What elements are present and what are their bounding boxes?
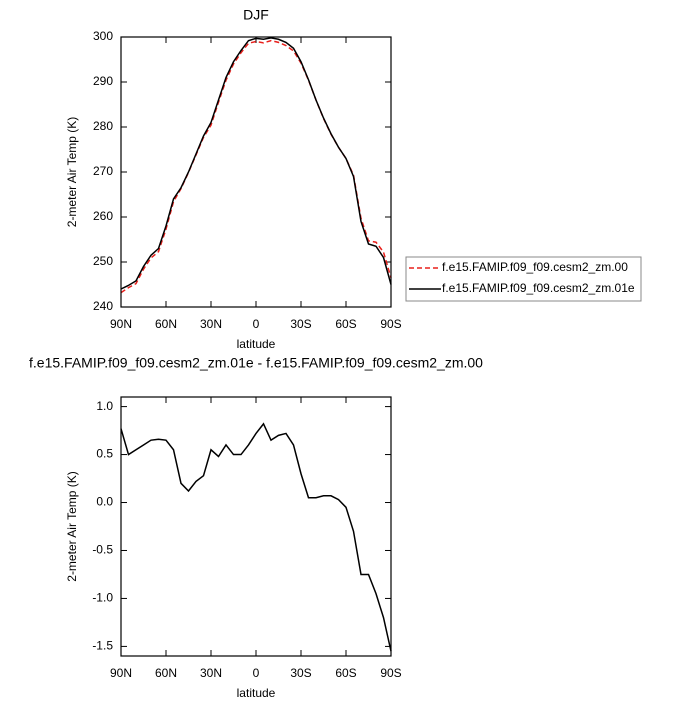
x-tick-label: 0 xyxy=(253,317,260,331)
x-tick-label: 90N xyxy=(110,317,132,331)
chart-title: DJF xyxy=(243,7,269,23)
legend-label: f.e15.FAMIP.f09_f09.cesm2_zm.00 xyxy=(442,260,628,274)
data-line xyxy=(120,422,392,652)
x-axis-label: latitude xyxy=(237,686,276,700)
y-tick-label: -0.5 xyxy=(92,543,113,557)
y-tick-label: 0.0 xyxy=(96,495,113,509)
chart-title: f.e15.FAMIP.f09_f09.cesm2_zm.01e - f.e15… xyxy=(29,355,483,371)
x-tick-label: 90S xyxy=(380,666,401,680)
y-tick-label: 270 xyxy=(93,164,113,178)
y-tick-label: 280 xyxy=(93,119,113,133)
y-tick-label: 300 xyxy=(93,29,113,43)
plot-frame xyxy=(120,36,392,308)
y-axis-label: 2-meter Air Temp (K) xyxy=(65,117,79,227)
data-line xyxy=(120,39,392,294)
y-tick-label: 0.5 xyxy=(96,447,113,461)
x-tick-label: 30N xyxy=(200,666,222,680)
x-tick-label: 60S xyxy=(335,317,356,331)
plot-frame xyxy=(120,396,392,657)
y-axis-label: 2-meter Air Temp (K) xyxy=(65,471,79,581)
x-tick-label: 60S xyxy=(335,666,356,680)
legend-box xyxy=(405,256,642,302)
x-tick-label: 0 xyxy=(253,666,260,680)
x-tick-label: 30S xyxy=(290,317,311,331)
x-tick-label: 60N xyxy=(155,666,177,680)
data-line xyxy=(120,37,392,290)
y-tick-label: 240 xyxy=(93,299,113,313)
x-tick-label: 30N xyxy=(200,317,222,331)
x-tick-label: 30S xyxy=(290,666,311,680)
y-tick-label: 260 xyxy=(93,209,113,223)
x-tick-label: 60N xyxy=(155,317,177,331)
x-axis-label: latitude xyxy=(237,337,276,351)
legend-label: f.e15.FAMIP.f09_f09.cesm2_zm.01e xyxy=(442,281,635,295)
y-tick-label: 1.0 xyxy=(96,399,113,413)
y-tick-label: -1.5 xyxy=(92,639,113,653)
y-tick-label: 250 xyxy=(93,254,113,268)
y-tick-label: -1.0 xyxy=(92,591,113,605)
y-tick-label: 290 xyxy=(93,74,113,88)
x-tick-label: 90S xyxy=(380,317,401,331)
x-tick-label: 90N xyxy=(110,666,132,680)
